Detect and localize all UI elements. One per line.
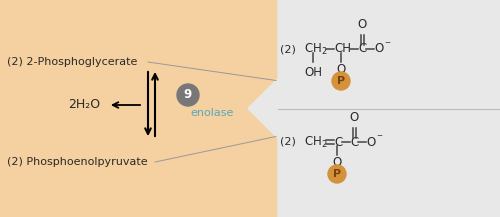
Text: C: C (358, 43, 366, 56)
Text: O: O (358, 18, 366, 31)
Polygon shape (248, 108, 500, 217)
Text: C: C (350, 135, 358, 148)
Text: (2) Phosphoenolpyruvate: (2) Phosphoenolpyruvate (7, 157, 148, 167)
Text: CH$_2$: CH$_2$ (304, 135, 328, 150)
Text: OH: OH (304, 66, 322, 79)
Text: enolase: enolase (190, 108, 234, 118)
Text: (2): (2) (280, 44, 296, 54)
Text: CH: CH (334, 43, 351, 56)
Text: $^-$: $^-$ (375, 133, 384, 143)
Text: O: O (336, 63, 345, 76)
Text: O: O (374, 43, 384, 56)
Text: O: O (350, 111, 358, 124)
Text: O: O (332, 156, 342, 169)
Circle shape (177, 84, 199, 106)
Text: (2): (2) (280, 137, 296, 147)
Text: CH$_2$: CH$_2$ (304, 41, 328, 57)
Text: (2) 2-Phosphoglycerate: (2) 2-Phosphoglycerate (7, 57, 138, 67)
Text: 9: 9 (184, 89, 192, 102)
Circle shape (328, 165, 346, 183)
Text: 2H₂O: 2H₂O (68, 99, 100, 112)
Polygon shape (248, 0, 500, 108)
Text: $^-$: $^-$ (383, 40, 392, 50)
Text: P: P (337, 76, 345, 86)
Circle shape (332, 72, 350, 90)
Text: O: O (366, 135, 375, 148)
Text: C: C (334, 135, 342, 148)
Text: P: P (333, 169, 341, 179)
